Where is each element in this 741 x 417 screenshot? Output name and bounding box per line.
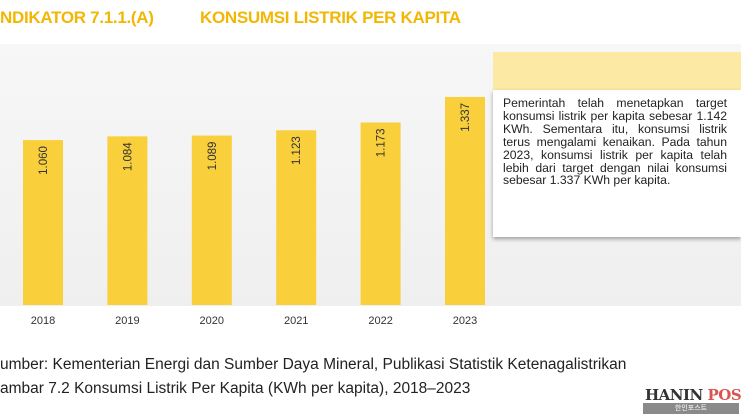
value-label-2018: 1.060 bbox=[38, 146, 50, 175]
indicator-label: NDIKATOR 7.1.1.(A) bbox=[0, 8, 154, 27]
value-label-2023: 1.337 bbox=[460, 103, 472, 132]
x-tick-2018: 2018 bbox=[31, 315, 55, 327]
chart-header-title: KONSUMSI LISTRIK PER KAPITA bbox=[200, 8, 461, 27]
bar-2019 bbox=[107, 136, 148, 305]
bar-2023 bbox=[445, 96, 485, 305]
value-label-2022: 1.173 bbox=[376, 128, 388, 157]
value-label-2021: 1.123 bbox=[291, 136, 303, 165]
x-tick-2023: 2023 bbox=[453, 315, 477, 327]
note-header-band bbox=[493, 52, 741, 90]
figure-caption: ambar 7.2 Konsumsi Listrik Per Kapita (K… bbox=[0, 380, 471, 397]
x-tick-2019: 2019 bbox=[115, 315, 139, 327]
bar-2021 bbox=[276, 130, 317, 305]
x-tick-2021: 2021 bbox=[284, 315, 308, 327]
bar-2018 bbox=[23, 140, 63, 305]
bar-2020 bbox=[191, 135, 232, 305]
value-label-2019: 1.084 bbox=[122, 142, 134, 171]
value-label-2020: 1.089 bbox=[207, 142, 219, 171]
note-text: Pemerintah telah menetapkan target konsu… bbox=[503, 96, 727, 188]
x-tick-2020: 2020 bbox=[200, 315, 224, 327]
bar-2022 bbox=[360, 122, 401, 305]
source-text: umber: Kementerian Energi dan Sumber Day… bbox=[0, 356, 627, 373]
watermark-logo: HANIN POST 한인포스트 bbox=[643, 386, 741, 414]
bar-chart: 1.060 2018 1.084 2019 1.089 2020 1.123 2021 1.17… bbox=[23, 96, 485, 327]
note-box: Pemerintah telah menetapkan target konsu… bbox=[493, 90, 741, 237]
x-tick-2022: 2022 bbox=[368, 315, 392, 327]
